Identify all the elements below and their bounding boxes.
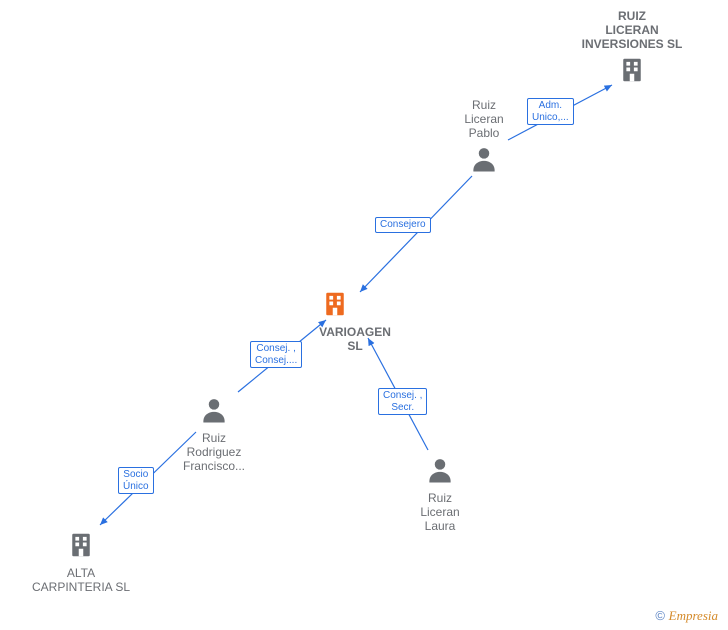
credit: © Empresia (655, 608, 718, 624)
edge-label: Socio Único (118, 467, 154, 494)
copyright-symbol: © (655, 608, 665, 623)
node-label: ALTA CARPINTERIA SL (1, 567, 161, 595)
company-node[interactable]: ALTA CARPINTERIA SL (1, 530, 161, 595)
building-icon (66, 530, 96, 565)
node-label: RUIZ LICERAN INVERSIONES SL (552, 10, 712, 51)
company-node[interactable]: RUIZ LICERAN INVERSIONES SL (552, 8, 712, 91)
edge-label: Consej. , Secr. (378, 388, 427, 415)
person-node[interactable]: Ruiz Liceran Laura (360, 455, 520, 534)
person-icon (469, 144, 499, 179)
person-icon (199, 395, 229, 430)
person-node[interactable]: Ruiz Rodriguez Francisco... (134, 395, 294, 474)
node-label: Ruiz Rodriguez Francisco... (134, 432, 294, 473)
node-label: Ruiz Liceran Laura (360, 492, 520, 533)
edge-label: Consej. , Consej.... (250, 341, 302, 368)
person-icon (425, 455, 455, 490)
building-icon (320, 289, 350, 324)
edge-label: Consejero (375, 217, 431, 233)
building-icon (617, 55, 647, 90)
edge-line (360, 176, 472, 292)
edge-label: Adm. Unico,... (527, 98, 574, 125)
diagram-stage: { "canvas":{"width":728,"height":630,"ba… (0, 0, 728, 630)
brand-name: Empresia (669, 608, 718, 623)
